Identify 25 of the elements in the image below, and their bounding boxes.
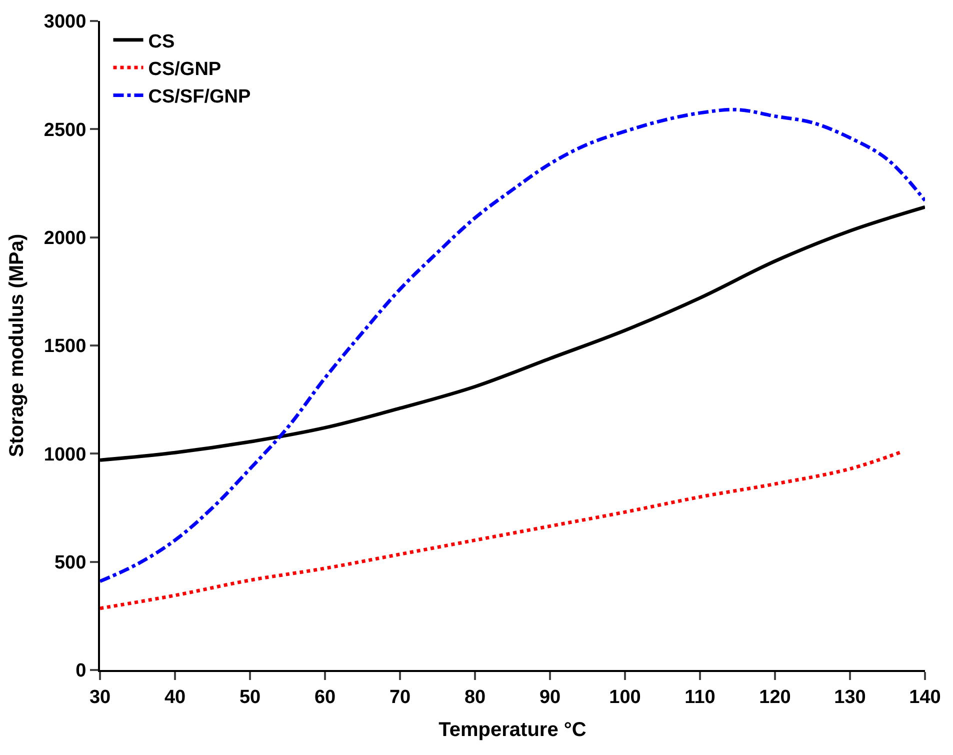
- x-tick-label: 90: [539, 686, 561, 708]
- x-tick-label: 120: [759, 686, 791, 708]
- x-tick-label: 140: [909, 686, 941, 708]
- y-axis-title: Storage modulus (MPa): [6, 234, 28, 458]
- x-tick-label: 70: [389, 686, 411, 708]
- x-tick-label: 130: [834, 686, 866, 708]
- legend-label: CS/SF/GNP: [148, 86, 251, 108]
- y-tick-label: 1500: [44, 336, 86, 358]
- y-tick-label: 0: [76, 660, 86, 682]
- x-tick-label: 100: [609, 686, 641, 708]
- x-tick-label: 80: [464, 686, 486, 708]
- x-tick-label: 60: [314, 686, 336, 708]
- legend-label: CS/GNP: [148, 58, 222, 80]
- x-tick-label: 50: [239, 686, 261, 708]
- line-series: [100, 108, 925, 584]
- y-tick-label: 2000: [44, 228, 86, 249]
- y-tick-label: 2500: [44, 120, 86, 141]
- y-tick-label: 3000: [44, 12, 86, 33]
- y-tick-label: 1000: [44, 444, 86, 466]
- x-axis-title: Temperature °C: [438, 718, 586, 741]
- legend-label: CS: [148, 31, 175, 52]
- x-tick-label: 110: [684, 686, 716, 708]
- x-tick-label: 40: [164, 686, 186, 708]
- y-tick-label: 500: [54, 552, 86, 574]
- x-tick-label: 30: [89, 686, 111, 708]
